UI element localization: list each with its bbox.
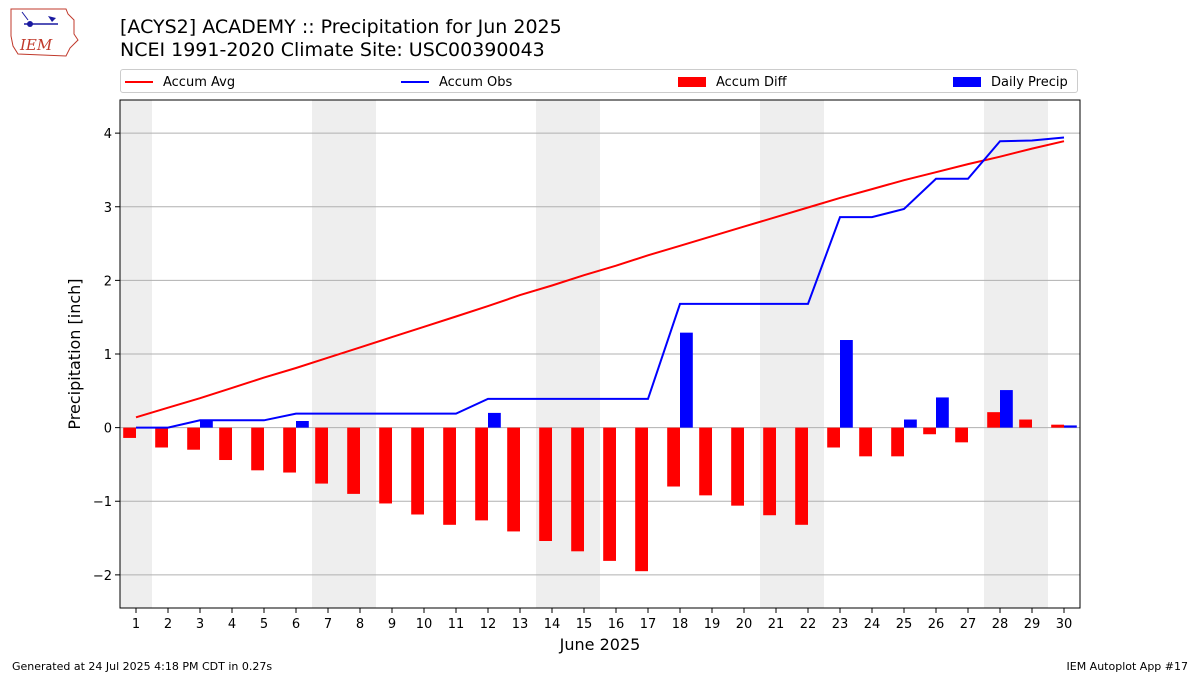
y-axis-label: Precipitation [inch] xyxy=(65,278,84,429)
daily-precip-bar xyxy=(1000,390,1013,428)
accum-diff-bar xyxy=(1019,420,1032,428)
accum-diff-bar xyxy=(635,428,648,572)
y-tick-label: 4 xyxy=(104,127,112,142)
x-tick-label: 3 xyxy=(196,617,204,632)
accum-diff-bar xyxy=(539,428,552,541)
daily-precip-bar xyxy=(936,397,949,427)
daily-precip-bar xyxy=(1064,425,1077,427)
x-tick-label: 7 xyxy=(324,617,332,632)
accum-diff-bar xyxy=(347,428,360,494)
x-tick-label: 22 xyxy=(800,617,817,632)
x-tick-label: 12 xyxy=(480,617,497,632)
y-tick-label: 0 xyxy=(104,422,112,437)
x-tick-label: 1 xyxy=(132,617,140,632)
x-tick-label: 13 xyxy=(512,617,529,632)
accum-diff-bar xyxy=(475,428,488,521)
accum-diff-bar xyxy=(187,428,200,450)
daily-precip-bar xyxy=(904,420,917,428)
x-tick-label: 27 xyxy=(960,617,977,632)
x-tick-label: 16 xyxy=(608,617,625,632)
accum-diff-bar xyxy=(699,428,712,496)
x-tick-label: 25 xyxy=(896,617,913,632)
y-tick-label: 1 xyxy=(104,348,112,363)
accum-diff-bar xyxy=(827,428,840,448)
x-tick-label: 2 xyxy=(164,617,172,632)
x-tick-label: 23 xyxy=(832,617,849,632)
accum-diff-bar xyxy=(603,428,616,561)
accum-diff-bar xyxy=(283,428,296,473)
x-tick-label: 26 xyxy=(928,617,945,632)
x-tick-label: 20 xyxy=(736,617,753,632)
daily-precip-bar xyxy=(840,340,853,428)
x-tick-label: 5 xyxy=(260,617,268,632)
x-tick-label: 21 xyxy=(768,617,785,632)
daily-precip-bar xyxy=(296,421,309,428)
x-tick-label: 17 xyxy=(640,617,657,632)
accum-diff-bar xyxy=(155,428,168,448)
x-tick-label: 24 xyxy=(864,617,881,632)
y-tick-label: 3 xyxy=(104,201,112,216)
x-tick-label: 14 xyxy=(544,617,561,632)
accum-diff-bar xyxy=(891,428,904,457)
accum-diff-bar xyxy=(571,428,584,552)
accum-diff-bar xyxy=(955,428,968,443)
x-tick-label: 6 xyxy=(292,617,300,632)
x-tick-label: 19 xyxy=(704,617,721,632)
accum-diff-bar xyxy=(859,428,872,457)
accum-diff-bar xyxy=(443,428,456,525)
accum-diff-bar xyxy=(763,428,776,516)
x-tick-label: 15 xyxy=(576,617,593,632)
daily-precip-bar xyxy=(200,420,213,427)
x-tick-label: 29 xyxy=(1024,617,1041,632)
y-tick-label: 2 xyxy=(104,274,112,289)
accum-diff-bar xyxy=(795,428,808,525)
x-tick-label: 9 xyxy=(388,617,396,632)
accum-diff-bar xyxy=(251,428,264,471)
y-tick-label: −1 xyxy=(93,495,112,510)
x-tick-label: 4 xyxy=(228,617,236,632)
accum-diff-bar xyxy=(1051,425,1064,428)
accum-diff-bar xyxy=(379,428,392,504)
x-tick-label: 18 xyxy=(672,617,689,632)
daily-precip-bar xyxy=(488,413,501,428)
accum-diff-bar xyxy=(667,428,680,487)
x-axis-label: June 2025 xyxy=(559,635,641,654)
accum-diff-bar xyxy=(923,428,936,435)
accum-diff-bar xyxy=(731,428,744,506)
precipitation-chart: −2−1012341 2 3 4 5 6 7 8 9 10 11 12 13 14 15 16 17 18 19 20… xyxy=(0,0,1200,675)
accum-diff-bar xyxy=(123,428,136,438)
x-tick-label: 11 xyxy=(448,617,465,632)
x-tick-label: 30 xyxy=(1056,617,1073,632)
accum-diff-bar xyxy=(315,428,328,484)
x-tick-label: 8 xyxy=(356,617,364,632)
y-tick-label: −2 xyxy=(93,569,112,584)
daily-precip-bar xyxy=(680,333,693,428)
accum-diff-bar xyxy=(411,428,424,515)
accum-diff-bar xyxy=(987,412,1000,427)
x-tick-label: 28 xyxy=(992,617,1009,632)
accum-diff-bar xyxy=(507,428,520,532)
app-credit: IEM Autoplot App #17 xyxy=(1067,660,1189,673)
generated-timestamp: Generated at 24 Jul 2025 4:18 PM CDT in … xyxy=(12,660,272,673)
x-tick-label: 10 xyxy=(416,617,433,632)
accum-diff-bar xyxy=(219,428,232,460)
